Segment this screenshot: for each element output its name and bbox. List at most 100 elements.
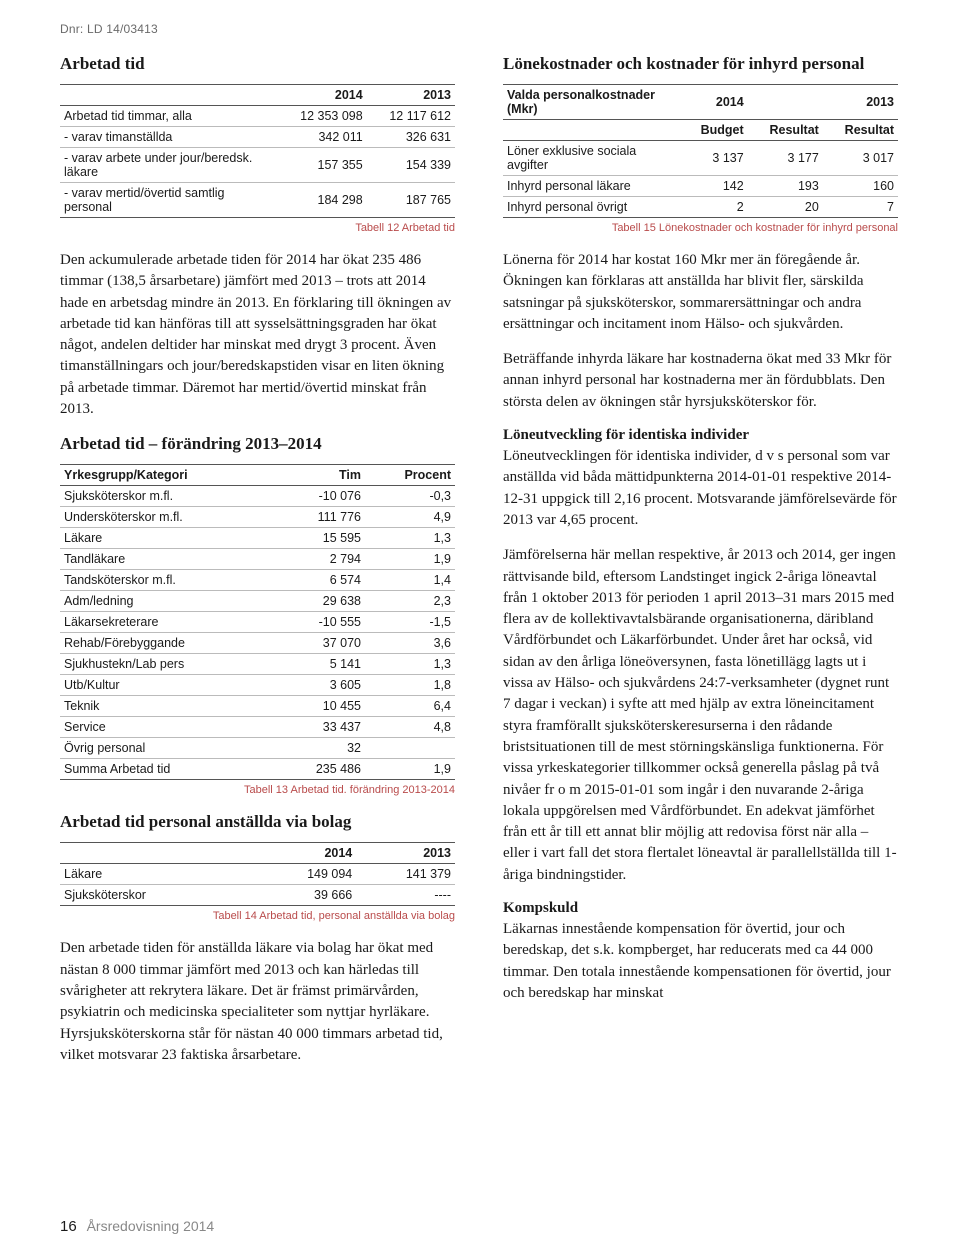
cell: Tandsköterskor m.fl. (60, 570, 277, 591)
col-resultat: Resultat (823, 120, 898, 141)
col-budget: Budget (681, 120, 748, 141)
cell: 4,9 (365, 507, 455, 528)
cell: 7 (823, 197, 898, 218)
right-column: Lönekostnader och kostnader för inhyrd p… (503, 54, 898, 1080)
cell: Inhyrd personal övrigt (503, 197, 681, 218)
body-text: Läkarnas innestående kompensation för öv… (503, 919, 898, 1004)
cell: 187 765 (367, 183, 455, 218)
cell: 5 141 (277, 654, 365, 675)
cell: 32 (277, 738, 365, 759)
col-kategori: Yrkesgrupp/Kategori (60, 465, 277, 486)
cell: 184 298 (277, 183, 366, 218)
cell: 6,4 (365, 696, 455, 717)
cell-total: Summa Arbetad tid (60, 759, 277, 780)
col-blank (503, 120, 681, 141)
col-2014: 2014 (277, 85, 366, 106)
cell-total: 235 486 (277, 759, 365, 780)
cell: 142 (681, 176, 748, 197)
cell: 15 595 (277, 528, 365, 549)
body-text: Jämförelserna här mellan respektive, år … (503, 545, 898, 886)
cell: 141 379 (356, 864, 455, 885)
cell: ---- (356, 885, 455, 906)
cell: 12 353 098 (277, 106, 366, 127)
cell: -0,3 (365, 486, 455, 507)
cell: -1,5 (365, 612, 455, 633)
cell: 342 011 (277, 127, 366, 148)
cell: 3 177 (748, 141, 823, 176)
cell: 3 137 (681, 141, 748, 176)
table-caption: Tabell 12 Arbetad tid (60, 222, 455, 234)
cell: Sjukhustekn/Lab pers (60, 654, 277, 675)
cell: Övrig personal (60, 738, 277, 759)
cell: 12 117 612 (367, 106, 455, 127)
col-2013: 2013 (823, 85, 898, 120)
table-forandring: Yrkesgrupp/Kategori Tim Procent Sjuksköt… (60, 464, 455, 780)
col-blank (60, 85, 277, 106)
cell: 3,6 (365, 633, 455, 654)
cell: 154 339 (367, 148, 455, 183)
heading-via-bolag: Arbetad tid personal anställda via bolag (60, 812, 455, 832)
cell: 160 (823, 176, 898, 197)
col-procent: Procent (365, 465, 455, 486)
table-caption: Tabell 13 Arbetad tid. förändring 2013-2… (60, 784, 455, 796)
cell: Adm/ledning (60, 591, 277, 612)
body-text: Lönerna för 2014 har kostat 160 Mkr mer … (503, 250, 898, 335)
cell: Läkarsekreterare (60, 612, 277, 633)
col-kategori: Valda personalkostnader (Mkr) (503, 85, 681, 120)
cell: Tandläkare (60, 549, 277, 570)
cell: 149 094 (258, 864, 357, 885)
col-2014: 2014 (681, 85, 748, 120)
cell: 33 437 (277, 717, 365, 738)
heading-arbetad-tid: Arbetad tid (60, 54, 455, 74)
col-2013: 2013 (367, 85, 455, 106)
cell: 10 455 (277, 696, 365, 717)
cell: 1,4 (365, 570, 455, 591)
cell: 3 605 (277, 675, 365, 696)
cell: 111 776 (277, 507, 365, 528)
cell: 29 638 (277, 591, 365, 612)
cell: 39 666 (258, 885, 357, 906)
cell: 157 355 (277, 148, 366, 183)
body-text: Beträffande inhyrda läkare har kostnader… (503, 349, 898, 413)
cell: 1,9 (365, 549, 455, 570)
cell: Rehab/Förebyggande (60, 633, 277, 654)
cell: 2 794 (277, 549, 365, 570)
cell: - varav timanställda (60, 127, 277, 148)
heading-loneutveckling: Löneutveckling för identiska individer (503, 427, 898, 444)
col-tim: Tim (277, 465, 365, 486)
left-column: Arbetad tid 2014 2013 Arbetad tid timmar… (60, 54, 455, 1080)
cell: - varav mertid/övertid samtlig personal (60, 183, 277, 218)
body-text: Den ackumulerade arbetade tiden för 2014… (60, 250, 455, 420)
cell (365, 738, 455, 759)
cell: Arbetad tid timmar, alla (60, 106, 277, 127)
col-2013: 2013 (356, 843, 455, 864)
cell: Läkare (60, 528, 277, 549)
cell: 4,8 (365, 717, 455, 738)
cell: 2,3 (365, 591, 455, 612)
cell: 1,3 (365, 654, 455, 675)
page-footer: 16 Årsredovisning 2014 (60, 1218, 214, 1235)
cell: 193 (748, 176, 823, 197)
col-blank (60, 843, 258, 864)
cell: 37 070 (277, 633, 365, 654)
cell: Löner exklusive sociala avgifter (503, 141, 681, 176)
heading-forandring: Arbetad tid – förändring 2013–2014 (60, 434, 455, 454)
cell: Sjuksköterskor (60, 885, 258, 906)
cell-total: 1,9 (365, 759, 455, 780)
cell: 1,8 (365, 675, 455, 696)
cell: -10 555 (277, 612, 365, 633)
cell: Utb/Kultur (60, 675, 277, 696)
cell: Sjuksköterskor m.fl. (60, 486, 277, 507)
table-arbetad-tid: 2014 2013 Arbetad tid timmar, alla12 353… (60, 84, 455, 218)
cell: 3 017 (823, 141, 898, 176)
page-number: 16 (60, 1218, 77, 1235)
cell: Service (60, 717, 277, 738)
cell: Läkare (60, 864, 258, 885)
cell: Teknik (60, 696, 277, 717)
cell: 2 (681, 197, 748, 218)
heading-lonekostnader: Lönekostnader och kostnader för inhyrd p… (503, 54, 898, 74)
table-lonekostnader: Valda personalkostnader (Mkr) 2014 2013 … (503, 84, 898, 218)
heading-kompskuld: Kompskuld (503, 900, 898, 917)
body-text: Löneutvecklingen för identiska individer… (503, 446, 898, 531)
cell: 20 (748, 197, 823, 218)
